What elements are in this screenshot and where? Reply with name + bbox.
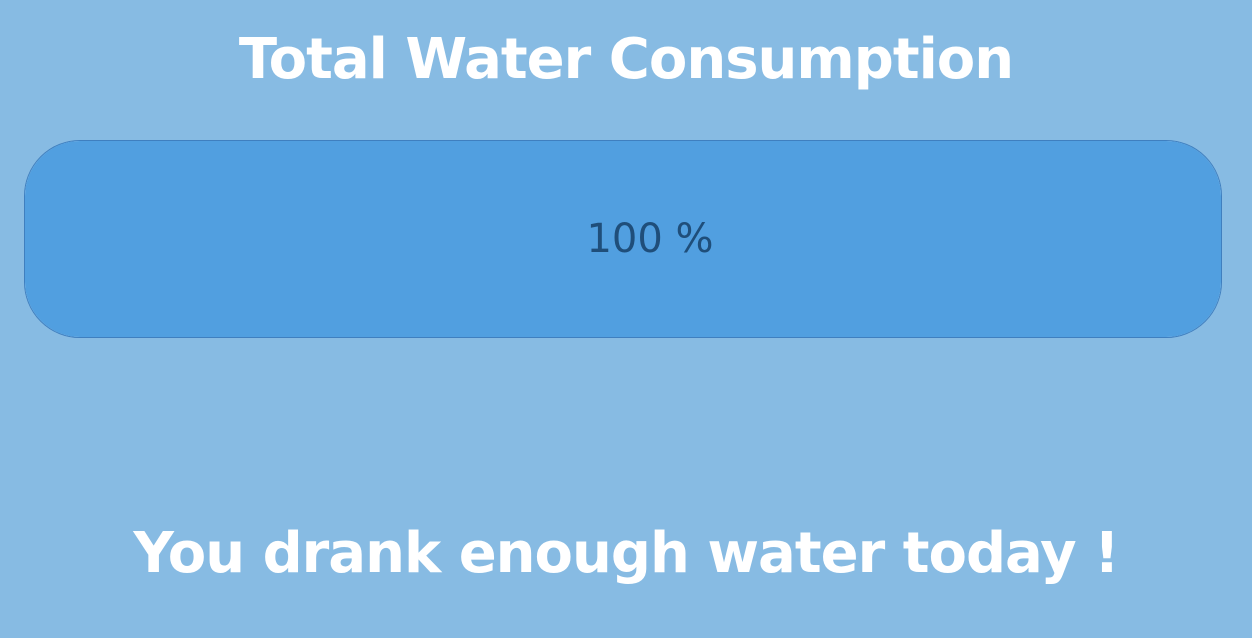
- water-progress-fill: [25, 141, 1221, 337]
- page-title: Total Water Consumption: [238, 27, 1014, 92]
- water-progress-bar: 100 %: [24, 140, 1222, 338]
- water-progress-label: 100 %: [586, 216, 714, 262]
- status-message: You drank enough water today !: [133, 521, 1119, 586]
